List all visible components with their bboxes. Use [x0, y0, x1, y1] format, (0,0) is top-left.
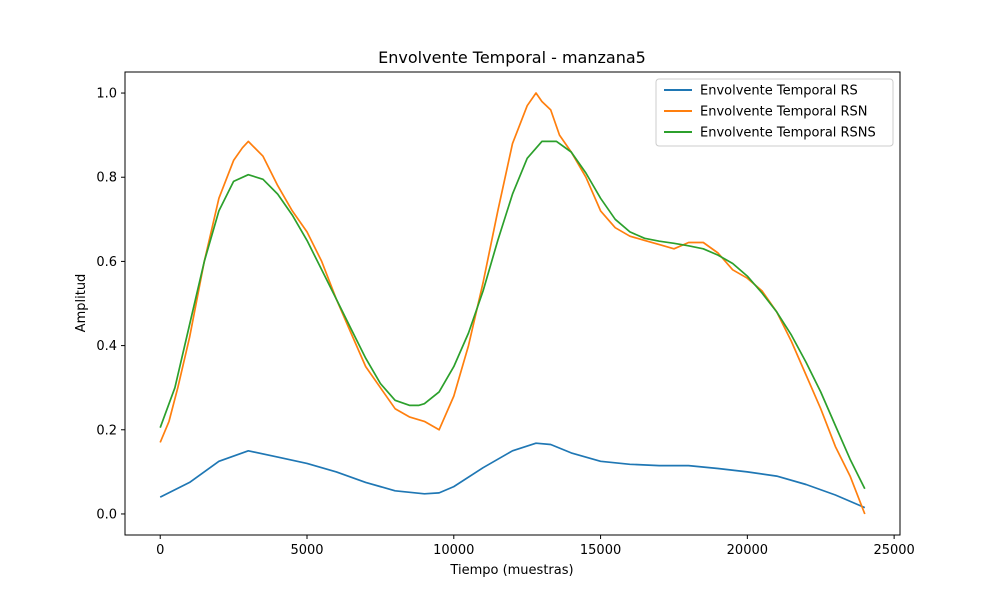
x-axis-label: Tiempo (muestras) [449, 563, 573, 578]
x-tick-label: 20000 [727, 543, 768, 558]
x-tick-label: 25000 [873, 543, 914, 558]
y-tick-label: 0.0 [96, 507, 117, 522]
series-line-1 [159, 92, 866, 515]
y-tick-label: 0.4 [96, 339, 117, 354]
y-axis-ticks: 0.0 0.2 0.4 0.6 0.8 1.0 [96, 87, 125, 522]
x-tick-label: 5000 [290, 543, 323, 558]
y-tick-label: 0.2 [96, 423, 117, 438]
y-tick-label: 0.8 [96, 171, 117, 186]
legend-label-2: Envolvente Temporal RSNS [700, 126, 876, 141]
x-tick-label: 0 [156, 543, 164, 558]
y-tick-label: 1.0 [96, 87, 117, 102]
x-tick-label: 15000 [580, 543, 621, 558]
plot-area-frame [124, 71, 901, 536]
series-line-2 [159, 140, 866, 490]
y-axis-label: Amplitud [74, 274, 89, 333]
series-layer [159, 92, 866, 515]
series-line-0 [159, 442, 866, 509]
y-tick-label: 0.6 [96, 255, 117, 270]
legend-box [655, 78, 894, 147]
x-axis-ticks: 0 5000 10000 15000 20000 25000 [156, 535, 915, 558]
legend-label-0: Envolvente Temporal RS [700, 84, 858, 99]
legend-label-1: Envolvente Temporal RSN [700, 105, 868, 120]
chart-title: Envolvente Temporal - manzana5 [378, 48, 646, 67]
legend: Envolvente Temporal RS Envolvente Tempora… [655, 78, 894, 147]
x-tick-label: 10000 [433, 543, 474, 558]
